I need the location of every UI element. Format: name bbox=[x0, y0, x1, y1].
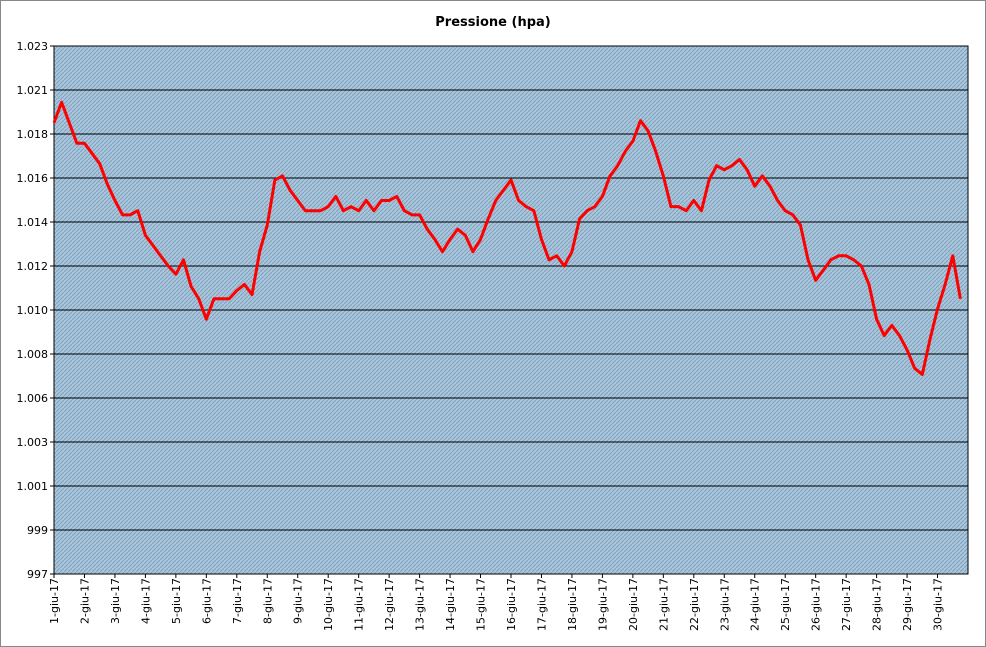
x-tick-label: 16-giu-17 bbox=[505, 578, 518, 631]
y-tick-label: 999 bbox=[27, 524, 48, 537]
x-tick-label: 21-giu-17 bbox=[657, 578, 670, 631]
x-tick-label: 23-giu-17 bbox=[718, 578, 731, 631]
x-tick-label: 7-giu-17 bbox=[231, 578, 244, 624]
x-tick-label: 6-giu-17 bbox=[200, 578, 213, 624]
y-tick-label: 1.008 bbox=[17, 348, 49, 361]
y-tick-label: 1.023 bbox=[17, 40, 49, 53]
x-tick-label: 17-giu-17 bbox=[535, 578, 548, 631]
x-tick-label: 25-giu-17 bbox=[779, 578, 792, 631]
x-tick-label: 28-giu-17 bbox=[871, 578, 884, 631]
y-tick-label: 1.010 bbox=[17, 304, 49, 317]
x-tick-label: 20-giu-17 bbox=[627, 578, 640, 631]
x-tick-label: 4-giu-17 bbox=[139, 578, 152, 624]
x-tick-label: 9-giu-17 bbox=[292, 578, 305, 624]
x-tick-label: 14-giu-17 bbox=[444, 578, 457, 631]
x-tick-label: 10-giu-17 bbox=[322, 578, 335, 631]
x-tick-label: 1-giu-17 bbox=[48, 578, 61, 624]
y-tick-label: 1.014 bbox=[17, 216, 49, 229]
x-tick-label: 13-giu-17 bbox=[414, 578, 427, 631]
x-tick-label: 5-giu-17 bbox=[170, 578, 183, 624]
y-tick-label: 1.006 bbox=[17, 392, 49, 405]
y-tick-label: 1.001 bbox=[17, 480, 49, 493]
x-tick-label: 15-giu-17 bbox=[475, 578, 488, 631]
chart-title: Pressione (hpa) bbox=[435, 15, 550, 30]
y-tick-label: 1.018 bbox=[17, 128, 49, 141]
x-tick-label: 26-giu-17 bbox=[810, 578, 823, 631]
y-tick-label: 1.012 bbox=[17, 260, 49, 273]
x-tick-label: 27-giu-17 bbox=[840, 578, 853, 631]
y-tick-label: 1.021 bbox=[17, 84, 49, 97]
x-tick-label: 24-giu-17 bbox=[749, 578, 762, 631]
x-tick-label: 3-giu-17 bbox=[109, 578, 122, 624]
x-tick-label: 12-giu-17 bbox=[383, 578, 396, 631]
x-tick-label: 29-giu-17 bbox=[901, 578, 914, 631]
line bbox=[52, 100, 962, 376]
x-tick-label: 2-giu-17 bbox=[78, 578, 91, 624]
x-tick-label: 30-giu-17 bbox=[932, 578, 945, 631]
x-tick-label: 19-giu-17 bbox=[596, 578, 609, 631]
y-tick-label: 997 bbox=[27, 568, 48, 581]
x-tick-label: 18-giu-17 bbox=[566, 578, 579, 631]
x-tick-label: 22-giu-17 bbox=[688, 578, 701, 631]
y-tick-label: 1.003 bbox=[17, 436, 49, 449]
y-tick-label: 1.016 bbox=[17, 172, 49, 185]
x-tick-label: 11-giu-17 bbox=[353, 578, 366, 631]
x-tick-label: 8-giu-17 bbox=[261, 578, 274, 624]
